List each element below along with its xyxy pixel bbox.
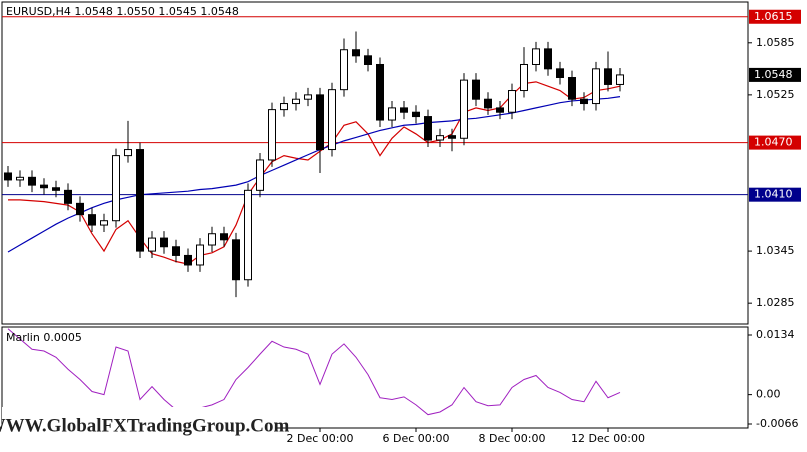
current-price-label: 1.0548 (754, 68, 793, 81)
candle-body (304, 94, 312, 100)
plot-layer: 1.0585 1.0525 1.0345 1.0285 0.0134 0.00 -0.006… (2, 9, 801, 445)
candle-body (244, 189, 252, 281)
indicator-tick-label: 0.00 (756, 388, 781, 401)
candle-body (220, 233, 228, 241)
indicator-line (7, 328, 621, 416)
indicator-tick-label: -0.0066 (756, 417, 798, 430)
y-tick-label: 1.0525 (756, 88, 795, 101)
candle-body (196, 244, 204, 266)
watermark-box (2, 407, 275, 450)
level-label: 1.0615 (754, 10, 793, 23)
indicator-tick-label: 0.0134 (756, 328, 795, 341)
candle-body (472, 79, 480, 100)
candle-body (40, 184, 48, 189)
candle-body (292, 98, 300, 105)
candle-body (532, 48, 540, 65)
candle-body (124, 149, 132, 157)
candle-body (148, 237, 156, 252)
candle-body (64, 189, 72, 204)
candle-body (448, 135, 456, 139)
candle-body (268, 109, 276, 161)
y-tick-label: 1.0345 (756, 244, 795, 257)
candle-body (232, 239, 240, 281)
candle-body (172, 246, 180, 256)
level-box (749, 135, 801, 150)
candle-body (580, 98, 588, 105)
candle-body (388, 107, 396, 121)
candle-body (568, 77, 576, 100)
candle-body (436, 135, 444, 141)
candle-body (412, 111, 420, 118)
candle-body (100, 220, 108, 226)
candle-body (112, 155, 120, 222)
candle-body (76, 202, 84, 216)
candle-body (88, 214, 96, 226)
y-tick-label: 1.0585 (756, 36, 795, 49)
candle-body (520, 63, 528, 92)
candle-body (52, 187, 60, 191)
candle-body (316, 94, 324, 151)
candle-body (136, 149, 144, 252)
main-pane (1, 1, 749, 325)
candle-body (496, 107, 504, 113)
candle-body (352, 49, 360, 57)
moving-average (8, 81, 621, 265)
level-box (749, 187, 801, 202)
candle-body (484, 98, 492, 109)
candle-body (364, 55, 372, 65)
candle-body (556, 68, 564, 79)
candle-body (4, 172, 12, 181)
watermark: WWW.GlobalFXTradingGroup.Com (0, 415, 289, 436)
indicator-label: Marlin 0.0005 (6, 331, 82, 344)
candle-body (340, 49, 348, 91)
y-tick-label: 1.0285 (756, 296, 795, 309)
candle-body (424, 116, 432, 141)
candle-body (280, 103, 288, 111)
candle-body (376, 63, 384, 121)
candle-body (592, 68, 600, 105)
chart-header: EURUSD,H4 1.0548 1.0550 1.0545 1.0548 (6, 5, 239, 18)
candle-body (16, 176, 24, 181)
candle-body (208, 233, 216, 246)
candle-body (616, 74, 624, 85)
x-tick-label: 2 Dec 00:00 (287, 432, 354, 445)
current-price-box (749, 67, 801, 82)
level-box (749, 9, 801, 24)
x-tick-label: 8 Dec 00:00 (479, 432, 546, 445)
level-label: 1.0410 (754, 188, 793, 201)
x-tick-label: 12 Dec 00:00 (571, 432, 645, 445)
moving-average (7, 96, 621, 253)
candle-body (160, 237, 168, 248)
candle-body (328, 89, 336, 151)
candle-body (400, 107, 408, 113)
candle-body (604, 68, 612, 85)
candle-body (184, 254, 192, 266)
candle-body (508, 90, 516, 113)
candle-body (544, 48, 552, 70)
level-label: 1.0470 (754, 136, 793, 149)
candle-body (460, 79, 468, 139)
candle-body (256, 159, 264, 191)
candle-body (28, 176, 36, 186)
x-tick-label: 6 Dec 00:00 (383, 432, 450, 445)
